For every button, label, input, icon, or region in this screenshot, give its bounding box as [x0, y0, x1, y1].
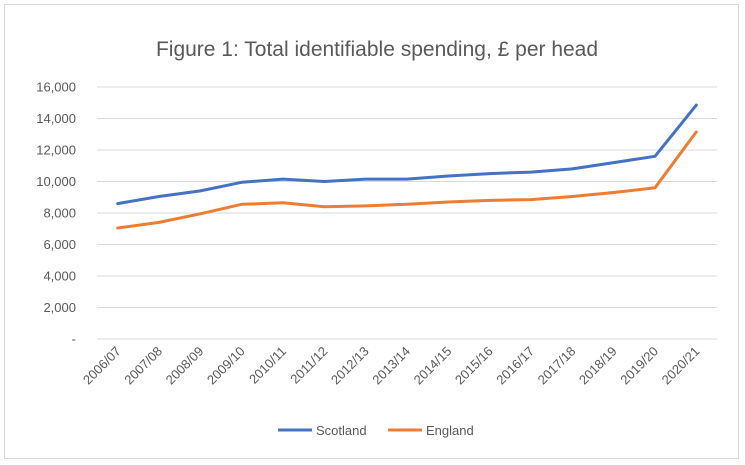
y-tick-label: 6,000 — [43, 237, 76, 252]
x-tick-label: 2007/08 — [121, 344, 165, 388]
x-tick-label: 2016/17 — [493, 344, 537, 388]
x-axis-ticks: 2006/072007/082008/092009/102010/112011/… — [80, 344, 703, 388]
y-tick-label: 16,000 — [36, 80, 76, 95]
x-tick-label: 2013/14 — [369, 344, 413, 388]
x-tick-label: 2010/11 — [246, 344, 289, 387]
x-tick-label: 2012/13 — [328, 344, 372, 388]
x-tick-label: 2018/19 — [576, 344, 620, 388]
y-tick-label: 4,000 — [43, 269, 76, 284]
y-tick-label: 8,000 — [43, 206, 76, 221]
x-tick-label: 2011/12 — [287, 344, 330, 387]
y-tick-label: 10,000 — [36, 174, 76, 189]
x-tick-label: 2014/15 — [411, 344, 455, 388]
series-lines — [116, 103, 698, 230]
chart-title: Figure 1: Total identifiable spending, £… — [156, 38, 598, 61]
x-tick-label: 2020/21 — [659, 344, 703, 388]
legend-label-england: England — [426, 423, 474, 438]
x-tick-label: 2006/07 — [80, 344, 124, 388]
gridlines — [97, 86, 717, 340]
x-tick-label: 2008/09 — [163, 344, 207, 388]
y-tick-label: - — [72, 332, 76, 347]
y-tick-label: 2,000 — [43, 300, 76, 315]
y-tick-label: 14,000 — [36, 111, 76, 126]
line-chart: Figure 1: Total identifiable spending, £… — [36, 38, 717, 438]
y-tick-label: 12,000 — [36, 143, 76, 158]
x-tick-label: 2015/16 — [452, 344, 496, 388]
legend-label-scotland: Scotland — [316, 423, 367, 438]
series-line-england — [116, 130, 698, 230]
chart-frame: Figure 1: Total identifiable spending, £… — [4, 4, 739, 459]
series-line-scotland — [116, 103, 698, 206]
legend: Scotland England — [278, 423, 474, 438]
y-axis-ticks: - 2,000 4,000 6,000 8,000 10,000 12,000 14,000 1… — [36, 80, 76, 347]
x-tick-label: 2009/10 — [204, 344, 248, 388]
x-tick-label: 2019/20 — [617, 344, 661, 388]
x-tick-label: 2017/18 — [535, 344, 579, 388]
